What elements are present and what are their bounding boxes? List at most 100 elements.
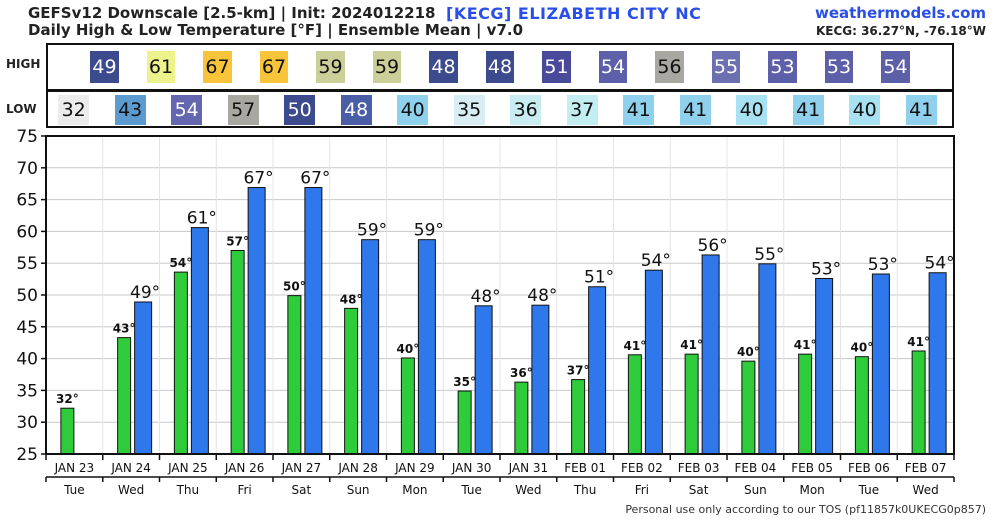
high-strip-cell: 61 bbox=[146, 51, 176, 83]
x-date-label: JAN 27 bbox=[281, 461, 322, 475]
high-strip-cell: 53 bbox=[768, 51, 797, 83]
x-weekday-label: Sun bbox=[347, 483, 370, 497]
x-date-label: JAN 25 bbox=[167, 461, 208, 475]
chart-subtitle: Daily High & Low Temperature [°F] | Ense… bbox=[28, 21, 524, 39]
low-bar-label: 41° bbox=[680, 338, 703, 352]
x-weekday-label: Mon bbox=[402, 483, 427, 497]
low-bar bbox=[173, 271, 188, 455]
x-weekday-label: Fri bbox=[635, 483, 649, 497]
chart-title: GEFSv12 Downscale [2.5-km] | Init: 20240… bbox=[28, 4, 436, 22]
high-strip-cell: 67 bbox=[259, 51, 289, 83]
high-strip-cell: 48 bbox=[429, 51, 458, 83]
x-date-label: JAN 31 bbox=[508, 461, 549, 475]
low-bar-label: 35° bbox=[453, 375, 476, 389]
low-bar-label: 41° bbox=[624, 339, 647, 353]
low-bar bbox=[457, 390, 472, 455]
x-date-label: FEB 02 bbox=[621, 461, 663, 475]
x-date-label: FEB 06 bbox=[848, 461, 890, 475]
high-bar-label: 51° bbox=[584, 268, 614, 288]
low-bar bbox=[684, 353, 699, 455]
low-strip-cell: 41 bbox=[623, 95, 655, 125]
low-temperature-strip: 32 43 54 57 50 48 40 35 36 37 41 41 40 41 40 41 bbox=[46, 90, 954, 128]
y-tick-label: 25 bbox=[16, 445, 38, 465]
high-strip-cell: 59 bbox=[316, 51, 345, 83]
high-row-label: HIGH bbox=[6, 57, 41, 71]
low-bar-label: 40° bbox=[737, 345, 760, 359]
x-weekday-label: Sat bbox=[689, 483, 709, 497]
x-weekday-label: Sat bbox=[292, 483, 312, 497]
station-name: [KECG] ELIZABETH CITY NC bbox=[446, 4, 702, 23]
low-bar-label: 40° bbox=[851, 341, 874, 355]
low-bar-label: 41° bbox=[794, 338, 817, 352]
high-bar bbox=[304, 187, 323, 455]
low-bar bbox=[798, 353, 813, 455]
high-bar-label: 61° bbox=[187, 209, 217, 229]
y-tick-label: 40 bbox=[16, 350, 38, 370]
high-bar-label: 49° bbox=[130, 283, 160, 303]
high-strip-cell: 56 bbox=[655, 51, 684, 83]
low-strip-cell: 54 bbox=[171, 95, 203, 125]
low-bar-label: 50° bbox=[283, 280, 306, 294]
x-date-label: FEB 03 bbox=[678, 461, 720, 475]
low-bar-label: 36° bbox=[510, 366, 533, 380]
low-strip-cell: 36 bbox=[510, 95, 542, 125]
x-weekday-label: Sun bbox=[744, 483, 767, 497]
y-tick-label: 70 bbox=[16, 159, 38, 179]
high-bar bbox=[815, 277, 834, 455]
high-bar-label: 56° bbox=[698, 236, 728, 256]
low-bar-label: 37° bbox=[567, 364, 590, 378]
low-strip-cell: 35 bbox=[453, 95, 485, 125]
low-strip-cell: 50 bbox=[284, 95, 316, 125]
x-weekday-label: Thu bbox=[573, 483, 597, 497]
x-weekday-label: Tue bbox=[858, 483, 880, 497]
low-strip-cell: 57 bbox=[227, 95, 259, 125]
high-bar-label: 54° bbox=[925, 254, 955, 274]
y-tick-label: 75 bbox=[16, 127, 38, 147]
low-strip-cell: 41 bbox=[679, 95, 711, 125]
low-bar bbox=[911, 350, 926, 455]
y-tick-label: 55 bbox=[16, 254, 38, 274]
y-tick-label: 30 bbox=[16, 413, 38, 433]
x-date-label: JAN 28 bbox=[337, 461, 378, 475]
y-tick-label: 35 bbox=[16, 381, 38, 401]
x-weekday-label: Tue bbox=[63, 483, 85, 497]
high-bar bbox=[701, 254, 720, 455]
x-weekday-label: Wed bbox=[118, 483, 144, 497]
high-strip-cell: 67 bbox=[203, 51, 232, 83]
x-weekday-label: Fri bbox=[237, 483, 251, 497]
high-bar-label: 53° bbox=[811, 259, 841, 279]
high-bar bbox=[190, 227, 209, 455]
low-bar bbox=[571, 379, 586, 455]
low-bar bbox=[60, 407, 75, 455]
low-bar-label: 41° bbox=[907, 335, 930, 349]
low-bar-label: 40° bbox=[397, 342, 420, 356]
low-bar bbox=[287, 295, 302, 455]
high-bar-label: 55° bbox=[754, 245, 784, 265]
low-strip-cell: 37 bbox=[566, 95, 598, 125]
high-bar bbox=[758, 263, 777, 455]
low-bar bbox=[514, 381, 529, 455]
low-bar-label: 57° bbox=[226, 234, 249, 248]
x-date-label: JAN 26 bbox=[224, 461, 265, 475]
low-strip-cell: 40 bbox=[736, 95, 768, 125]
high-bar-label: 48° bbox=[471, 287, 501, 307]
x-weekday-label: Thu bbox=[176, 483, 200, 497]
high-strip-cell: 53 bbox=[824, 51, 854, 83]
x-weekday-label: Wed bbox=[515, 483, 541, 497]
y-tick-label: 50 bbox=[16, 286, 38, 306]
x-date-label: JAN 30 bbox=[451, 461, 492, 475]
low-bar bbox=[344, 307, 359, 455]
x-weekday-label: Wed bbox=[913, 483, 939, 497]
low-bar-label: 54° bbox=[170, 256, 193, 270]
high-bar bbox=[417, 239, 436, 455]
high-strip-cell: 59 bbox=[372, 51, 402, 83]
high-bar bbox=[247, 187, 266, 455]
low-strip-cell: 32 bbox=[58, 95, 90, 125]
high-strip-cell: 54 bbox=[881, 51, 910, 83]
high-bar bbox=[474, 305, 493, 455]
y-tick-label: 60 bbox=[16, 222, 38, 242]
x-date-label: FEB 07 bbox=[905, 461, 947, 475]
high-bar-label: 59° bbox=[414, 221, 444, 241]
site-link[interactable]: weathermodels.com bbox=[814, 4, 986, 22]
